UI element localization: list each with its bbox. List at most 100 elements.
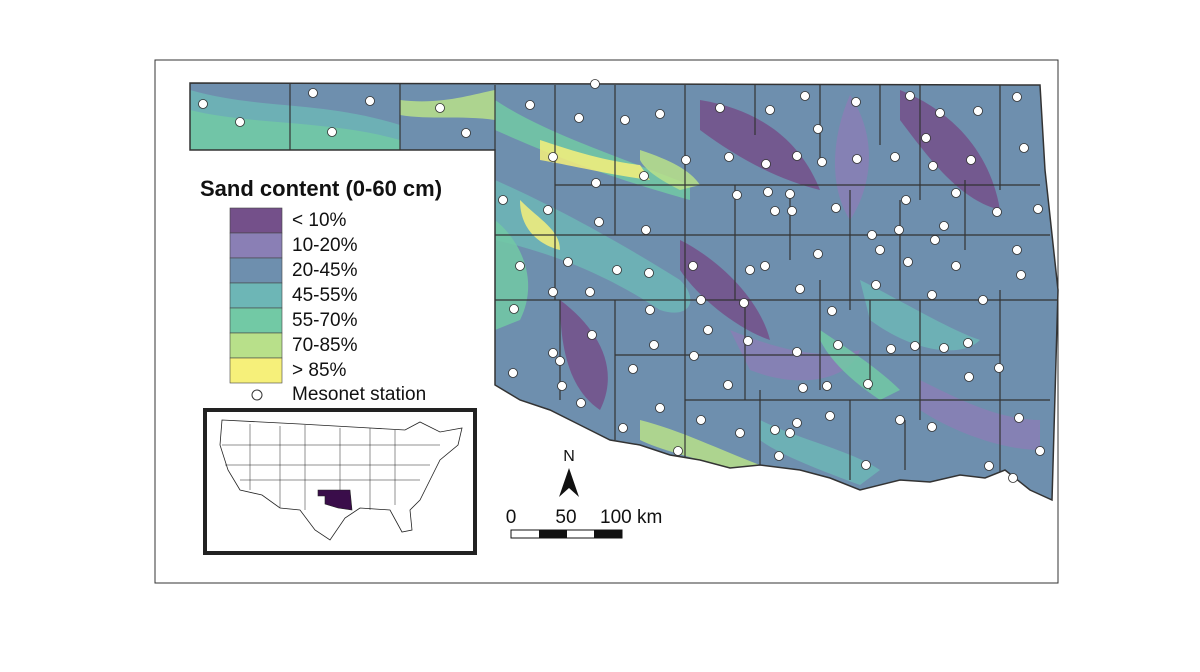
legend: < 10% 10-20% 20-45% 45-55% 55-70% 70-85% > 85% [229, 207, 358, 384]
raster-patch [495, 180, 691, 313]
station [966, 155, 976, 165]
raster-patch [920, 380, 1040, 450]
station [548, 152, 558, 162]
station [928, 161, 938, 171]
station [973, 106, 983, 116]
station [696, 295, 706, 305]
station [644, 268, 654, 278]
station [770, 425, 780, 435]
station [951, 188, 961, 198]
station [935, 108, 945, 118]
station [978, 295, 988, 305]
station [825, 411, 835, 421]
station [649, 340, 659, 350]
station [939, 221, 949, 231]
raster-patch [495, 220, 529, 330]
station [1014, 413, 1024, 423]
station [871, 280, 881, 290]
raster-patch [560, 300, 608, 410]
north-arrow-shape [559, 468, 579, 497]
station [724, 152, 734, 162]
station [875, 245, 885, 255]
station [723, 380, 733, 390]
station [745, 265, 755, 275]
station [594, 217, 604, 227]
station [655, 109, 665, 119]
station [587, 330, 597, 340]
legend-label: 20-45% [292, 260, 358, 281]
scale-label: 50 [555, 507, 576, 528]
station [645, 305, 655, 315]
station [1008, 473, 1018, 483]
station [921, 133, 931, 143]
station [681, 155, 691, 165]
station [964, 372, 974, 382]
county-borders [289, 83, 1058, 480]
station [787, 206, 797, 216]
raster-patch [835, 95, 869, 220]
scale-bar: 0 50 100 km [506, 507, 662, 539]
station [813, 249, 823, 259]
station [689, 351, 699, 361]
station [715, 103, 725, 113]
station [1019, 143, 1029, 153]
station [585, 287, 595, 297]
legend-station-symbol [251, 389, 263, 401]
station [774, 451, 784, 461]
station [861, 460, 871, 470]
station [894, 225, 904, 235]
station [792, 151, 802, 161]
inset-map [203, 408, 477, 555]
raster-patch [520, 200, 560, 250]
station [308, 88, 318, 98]
station [963, 338, 973, 348]
station [795, 284, 805, 294]
station [817, 157, 827, 167]
station [863, 379, 873, 389]
station [984, 461, 994, 471]
station [798, 383, 808, 393]
station [590, 79, 600, 89]
station [639, 171, 649, 181]
station [515, 261, 525, 271]
station [831, 203, 841, 213]
station [994, 363, 1004, 373]
station [827, 306, 837, 316]
station [673, 446, 683, 456]
station [1033, 204, 1043, 214]
station [785, 189, 795, 199]
station [763, 187, 773, 197]
legend-title: Sand content (0-60 cm) [200, 176, 442, 201]
station [910, 341, 920, 351]
station [927, 290, 937, 300]
station [895, 415, 905, 425]
station [735, 428, 745, 438]
station [1035, 446, 1045, 456]
scale-bar-segment [594, 530, 622, 538]
station [688, 261, 698, 271]
station [435, 103, 445, 113]
station [461, 128, 471, 138]
station [761, 159, 771, 169]
station [886, 344, 896, 354]
station [198, 99, 208, 109]
station [951, 261, 961, 271]
station [618, 423, 628, 433]
legend-label: 45-55% [292, 285, 358, 306]
legend-swatch [229, 257, 283, 284]
station [703, 325, 713, 335]
station [628, 364, 638, 374]
station [851, 97, 861, 107]
station [739, 298, 749, 308]
legend-swatch [229, 207, 283, 234]
raster-patch [640, 420, 760, 470]
station [732, 190, 742, 200]
stations [198, 79, 1045, 483]
legend-swatch [229, 307, 283, 334]
station [235, 117, 245, 127]
station [1016, 270, 1026, 280]
station [770, 206, 780, 216]
station [927, 422, 937, 432]
station [743, 336, 753, 346]
legend-label: 55-70% [292, 310, 358, 331]
